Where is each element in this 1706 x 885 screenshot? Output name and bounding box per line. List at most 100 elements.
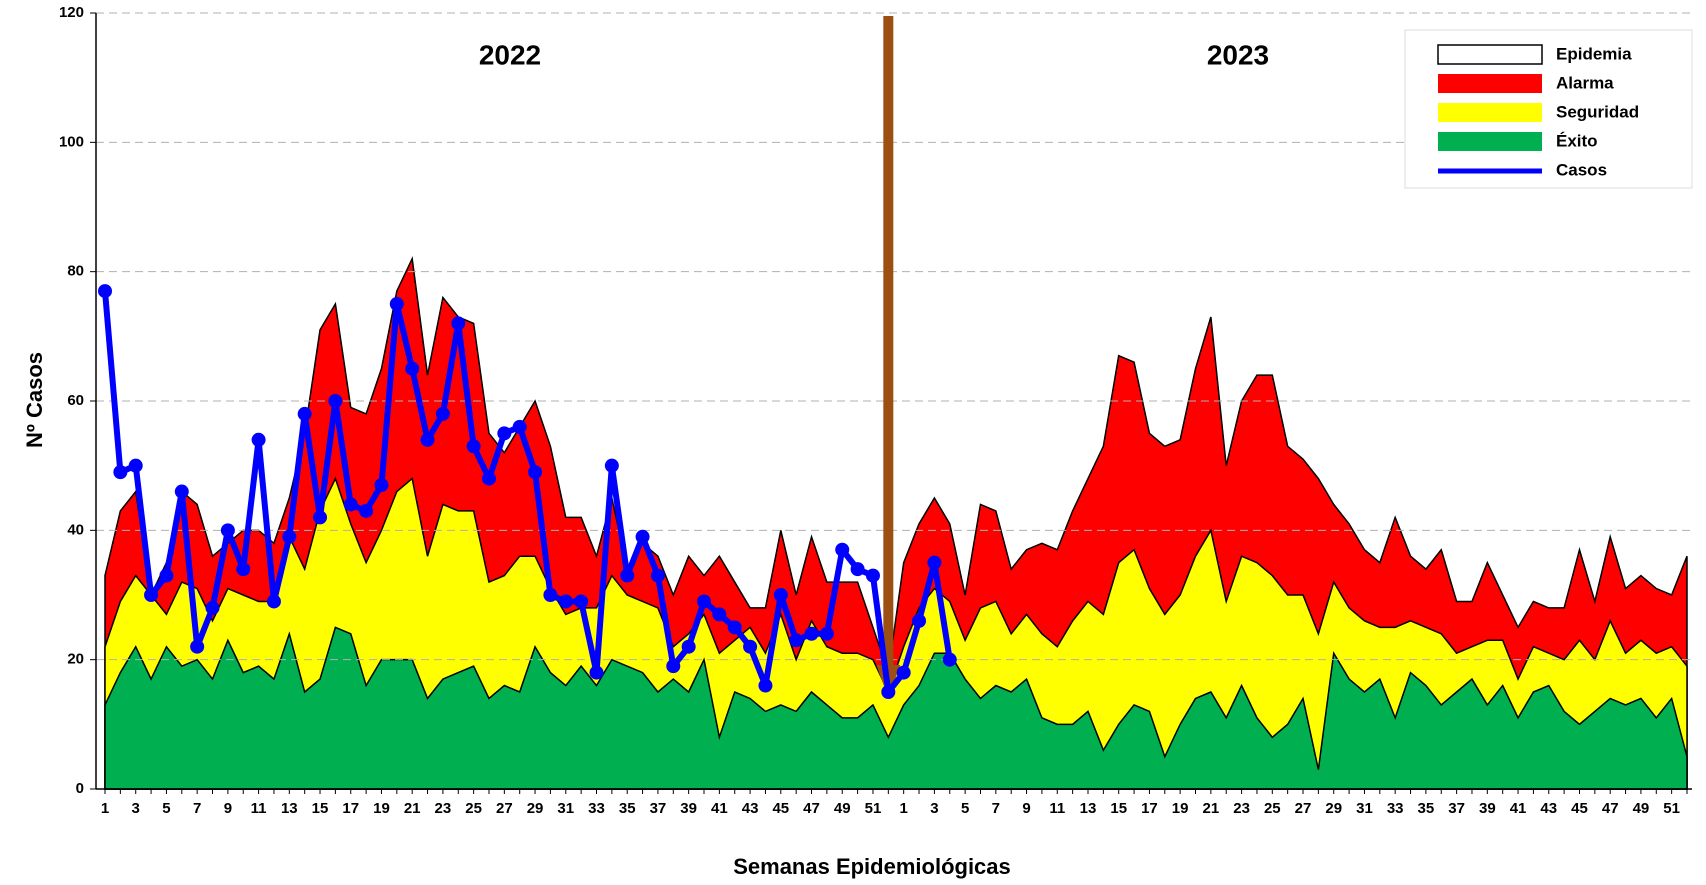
x-tick-label: 39 (1479, 800, 1496, 817)
point (896, 665, 911, 680)
x-tick-label: 25 (465, 800, 482, 817)
y-tick-label: 100 (59, 133, 84, 150)
point (420, 432, 435, 447)
y-tick-label: 120 (59, 4, 84, 21)
point (113, 465, 128, 480)
x-tick-label: 3 (930, 800, 938, 817)
point (128, 458, 143, 473)
point (497, 426, 512, 441)
x-tick-label: 15 (1110, 800, 1127, 817)
x-tick-label: 1 (900, 800, 908, 817)
point (712, 607, 727, 622)
point (389, 297, 404, 311)
point (681, 639, 696, 654)
point (727, 620, 742, 635)
x-tick-label: 47 (1602, 800, 1619, 817)
x-tick-label: 9 (1022, 800, 1030, 817)
point (236, 562, 251, 577)
x-tick-label: 43 (742, 800, 759, 817)
point (835, 542, 850, 557)
x-tick-label: 31 (1356, 800, 1373, 817)
x-tick-label: 35 (619, 800, 636, 817)
x-tick-label: 5 (162, 800, 170, 817)
point (144, 588, 159, 602)
legend-swatch (1438, 74, 1542, 93)
point (697, 594, 712, 609)
x-tick-label: 11 (1049, 800, 1065, 817)
x-tick-label: 29 (1325, 800, 1342, 817)
point (251, 432, 266, 447)
x-tick-label: 49 (1633, 800, 1650, 817)
y-tick-label: 20 (67, 651, 84, 668)
point (205, 600, 220, 615)
point (343, 497, 358, 512)
point (881, 685, 896, 699)
point (574, 594, 589, 609)
x-tick-label: 21 (1203, 800, 1220, 817)
point (543, 588, 558, 602)
point (190, 639, 205, 654)
point (174, 484, 189, 499)
legend-swatch (1438, 132, 1542, 151)
x-tick-label: 51 (865, 800, 882, 817)
x-tick-label: 43 (1540, 800, 1557, 817)
x-tick-label: 5 (961, 800, 969, 817)
point (743, 639, 758, 654)
point (650, 568, 665, 583)
x-tick-label: 9 (224, 800, 232, 817)
point (435, 406, 450, 421)
point (220, 523, 235, 538)
point (466, 439, 481, 454)
x-tick-label: 15 (312, 800, 329, 817)
point (266, 594, 281, 609)
point (451, 316, 466, 331)
x-tick-label: 3 (132, 800, 140, 817)
x-tick-label: 21 (404, 800, 421, 817)
x-tick-label: 17 (342, 800, 359, 817)
x-tick-label: 27 (496, 800, 513, 817)
point (620, 568, 635, 583)
x-tick-label: 49 (834, 800, 851, 817)
point (98, 284, 112, 299)
point (804, 626, 819, 641)
point (912, 613, 927, 628)
point (512, 419, 527, 434)
point (850, 562, 865, 577)
x-tick-label: 23 (435, 800, 452, 817)
y-tick-label: 40 (67, 521, 84, 538)
x-tick-label: 45 (772, 800, 789, 817)
point (758, 678, 773, 693)
area (104, 626, 1688, 790)
y-tick-label: 80 (67, 263, 84, 280)
point (159, 568, 174, 583)
x-tick-label: 13 (1080, 800, 1097, 817)
point (297, 406, 312, 421)
point (313, 510, 328, 525)
legend-swatch (1437, 44, 1543, 65)
point (528, 465, 543, 480)
x-tick-label: 7 (992, 800, 1000, 817)
x-tick-label: 17 (1141, 800, 1158, 817)
y-tick-label: 60 (67, 392, 84, 409)
legend-label: Casos (1556, 160, 1607, 179)
x-tick-label: 25 (1264, 800, 1281, 817)
y-tick-label: 0 (76, 780, 84, 797)
x-tick-label: 31 (557, 800, 574, 817)
x-tick-label: 39 (680, 800, 697, 817)
x-tick-label: 11 (251, 800, 267, 817)
annotation: 2022 (479, 39, 541, 70)
x-tick-label: 33 (588, 800, 605, 817)
point (773, 588, 788, 602)
x-tick-label: 29 (527, 800, 544, 817)
x-tick-label: 51 (1663, 800, 1680, 817)
point (481, 471, 496, 486)
point (927, 555, 942, 570)
point (865, 568, 880, 583)
legend-label: Epidemia (1556, 44, 1632, 63)
point (405, 361, 420, 376)
x-tick-label: 41 (711, 800, 728, 817)
legend-label: Seguridad (1556, 102, 1639, 121)
point (589, 665, 604, 680)
